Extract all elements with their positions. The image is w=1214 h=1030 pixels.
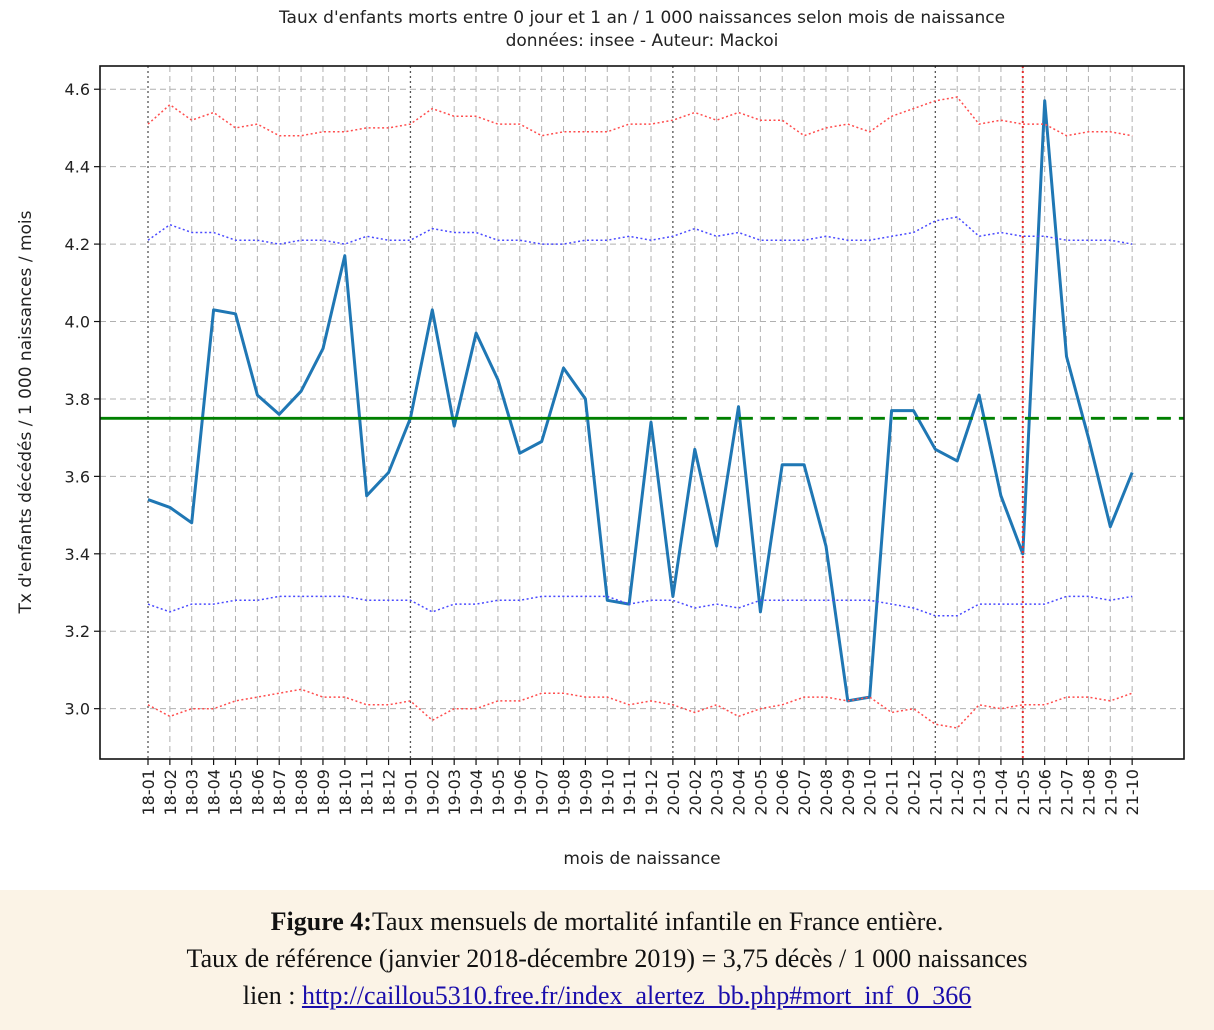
x-tick-label: 18-12 [380, 769, 399, 816]
chart-title: Taux d'enfants morts entre 0 jour et 1 a… [278, 8, 1006, 28]
y-tick-label: 4.4 [65, 158, 90, 177]
x-tick-label: 19-11 [620, 769, 639, 816]
x-tick-label: 21-09 [1101, 769, 1120, 816]
x-tick-label: 19-01 [401, 769, 420, 816]
x-tick-label: 18-09 [314, 769, 333, 816]
x-tick-label: 19-04 [467, 769, 486, 816]
caption-line-2: Taux de référence (janvier 2018-décembre… [186, 944, 1028, 973]
y-tick-label: 3.2 [65, 622, 90, 641]
x-tick-label: 18-01 [139, 769, 158, 816]
x-tick-label: 20-09 [839, 769, 858, 816]
x-tick-label: 18-03 [183, 769, 202, 816]
x-tick-label: 18-08 [292, 769, 311, 816]
reference-group [100, 66, 1184, 759]
chart-area: Taux d'enfants morts entre 0 jour et 1 a… [0, 0, 1214, 890]
x-tick-label: 20-11 [883, 769, 902, 816]
axes-frame [99, 65, 1185, 760]
x-tick-label: 18-11 [358, 769, 377, 816]
x-tick-label: 21-08 [1079, 769, 1098, 816]
x-tick-label: 19-07 [533, 769, 552, 816]
x-tick-label: 20-06 [773, 769, 792, 816]
x-tick-label: 18-04 [205, 769, 224, 816]
x-tick-label: 19-12 [642, 769, 661, 816]
series-line-upper-outer [147, 96, 1133, 137]
x-tick-label: 21-02 [948, 769, 967, 816]
x-tick-label: 18-05 [226, 769, 245, 816]
line-chart: 3.03.23.43.63.84.04.24.44.618-01 18-02 18-… [16, 65, 1185, 869]
x-tick-label: 21-05 [1014, 769, 1033, 816]
x-tick-label: 21-07 [1058, 769, 1077, 816]
x-tick-label: 20-04 [729, 769, 748, 816]
grid [100, 66, 1184, 759]
x-axis-label: mois de naissance [563, 849, 720, 869]
x-tick-label: 21-06 [1036, 769, 1055, 816]
figure-caption: Figure 4:Taux mensuels de mortalité infa… [0, 903, 1214, 1014]
x-tick-label: 21-03 [970, 769, 989, 816]
source-link[interactable]: http://caillou5310.free.fr/index_alertez… [301, 981, 972, 1010]
y-tick-label: 3.0 [65, 700, 90, 719]
y-tick-label: 3.4 [65, 545, 90, 564]
chart-subtitle: données: insee - Auteur: Mackoi [505, 31, 779, 51]
caption-text-1: Taux mensuels de mortalité infantile en … [371, 907, 944, 936]
x-tick-label: 19-03 [445, 769, 464, 816]
y-tick-label: 4.0 [65, 313, 90, 332]
x-tick-label: 20-02 [686, 769, 705, 816]
series-line-upper-inner [147, 216, 1133, 245]
y-tick-label: 4.6 [65, 80, 90, 99]
series-line-main [147, 99, 1134, 703]
x-tick-label: 21-10 [1123, 769, 1142, 816]
series-line-lower-inner [147, 595, 1133, 617]
link-prefix: lien : [242, 981, 302, 1010]
x-tick-label: 20-12 [904, 769, 923, 816]
x-tick-label: 21-01 [926, 769, 945, 816]
x-tick-label: 19-09 [576, 769, 595, 816]
y-axis-label: Tx d'enfants décédés / 1 000 naissances … [16, 210, 36, 614]
x-tick-label: 19-05 [489, 769, 508, 816]
series-group [147, 96, 1134, 729]
series-line-lower-outer [147, 688, 1133, 729]
x-tick-label: 18-06 [248, 769, 267, 816]
x-tick-label: 20-07 [795, 769, 814, 816]
figure-label: Figure 4: [270, 907, 372, 936]
x-tick-label: 19-10 [598, 769, 617, 816]
x-tick-label: 20-08 [817, 769, 836, 816]
x-tick-label: 19-08 [555, 769, 574, 816]
x-tick-label: 20-10 [861, 769, 880, 816]
y-tick-label: 4.2 [65, 235, 90, 254]
x-tick-label: 18-02 [161, 769, 180, 816]
y-tick-label: 3.6 [65, 467, 90, 486]
y-tick-label: 3.8 [65, 390, 90, 409]
x-tick-label: 21-04 [992, 769, 1011, 816]
x-tick-label: 20-01 [664, 769, 683, 816]
caption-line-3: lien : http://caillou5310.free.fr/index_… [0, 977, 1214, 1014]
x-tick-label: 20-05 [751, 769, 770, 816]
caption-line-1: Figure 4:Taux mensuels de mortalité infa… [0, 903, 1214, 940]
x-tick-label: 20-03 [708, 769, 727, 816]
x-tick-label: 19-02 [423, 769, 442, 816]
x-tick-label: 19-06 [511, 769, 530, 816]
x-tick-label: 18-10 [336, 769, 355, 816]
ticks: 3.03.23.43.63.84.04.24.44.618-01 18-02 18-… [65, 80, 1143, 815]
x-tick-label: 18-07 [270, 769, 289, 816]
